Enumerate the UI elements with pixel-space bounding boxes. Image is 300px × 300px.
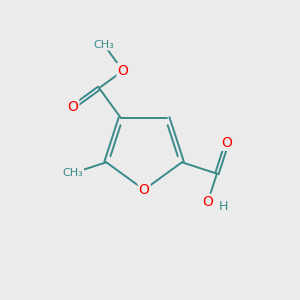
Text: O: O: [118, 64, 128, 78]
Text: CH₃: CH₃: [62, 168, 83, 178]
Text: CH₃: CH₃: [94, 40, 114, 50]
Text: H: H: [218, 200, 228, 213]
Text: O: O: [139, 183, 149, 197]
Text: O: O: [221, 136, 233, 150]
Text: O: O: [68, 100, 78, 114]
Text: O: O: [202, 195, 213, 209]
